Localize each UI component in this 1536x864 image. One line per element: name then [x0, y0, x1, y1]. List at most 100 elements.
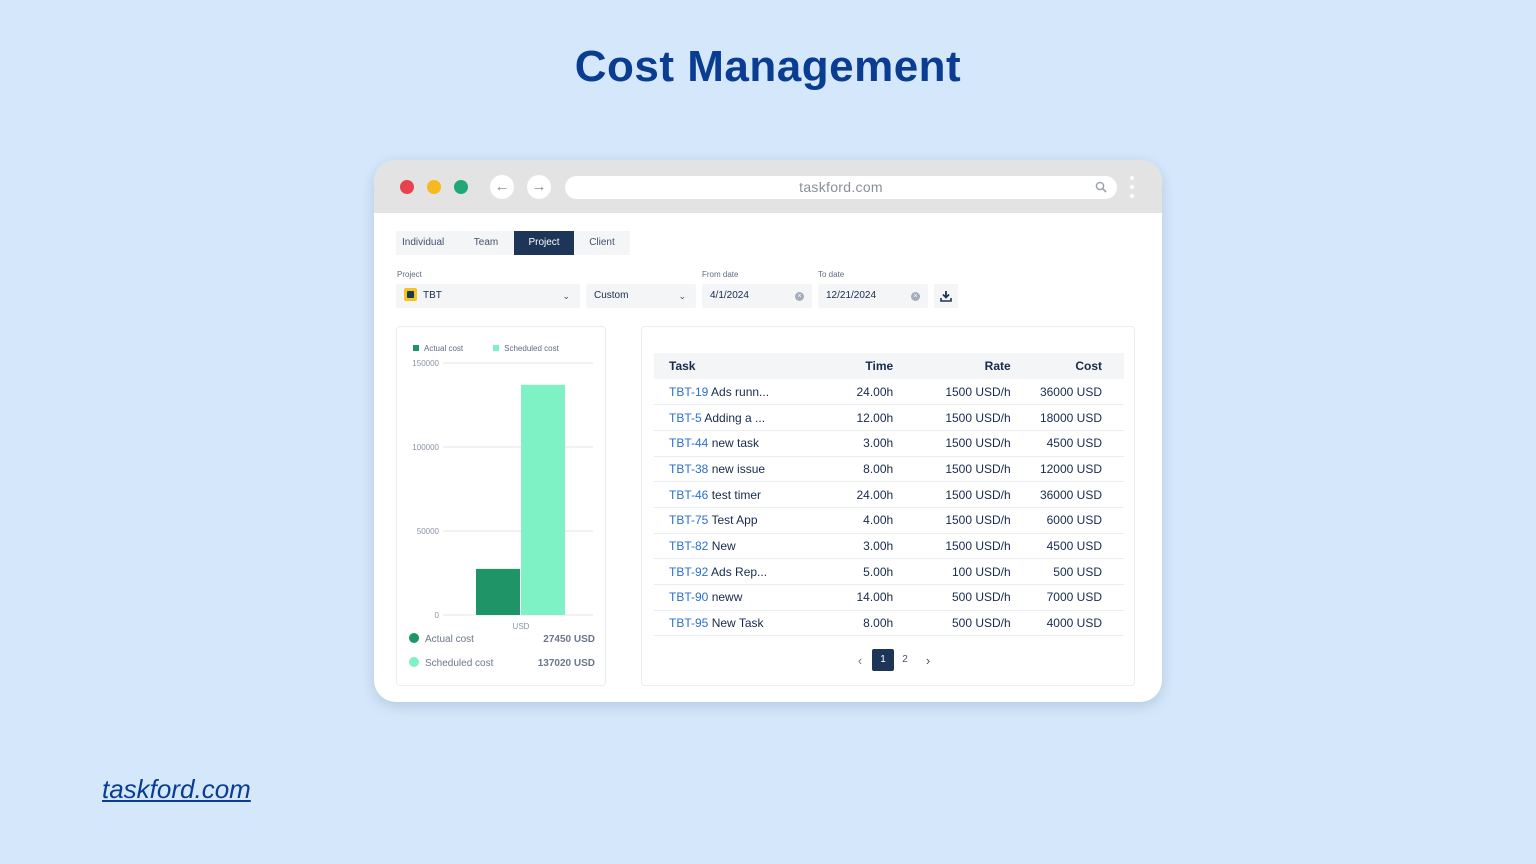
url-bar[interactable]: taskford.com [565, 176, 1117, 199]
summary-scheduled: Scheduled cost 137020 USD [409, 657, 595, 669]
from-date-input[interactable]: 4/1/2024 × [702, 284, 812, 308]
cost-cell: 500 USD [1010, 558, 1124, 585]
time-cell: 8.00h [811, 456, 894, 483]
project-label: Project [397, 270, 422, 279]
minimize-window-dot[interactable] [427, 180, 441, 194]
cost-cell: 4000 USD [1010, 610, 1124, 637]
time-cell: 14.00h [811, 584, 894, 611]
task-name: test timer [711, 487, 762, 502]
task-key-link[interactable]: TBT-19 [669, 384, 709, 399]
summary-actual-label: Actual cost [425, 634, 474, 645]
task-name: Adding a ... [704, 410, 766, 425]
to-date-input[interactable]: 12/21/2024 × [818, 284, 928, 308]
date-range-select[interactable]: Custom ⌄ [586, 284, 696, 308]
task-key-link[interactable]: TBT-44 [669, 436, 709, 451]
chevron-down-icon: ⌄ [678, 291, 686, 301]
task-cell: TBT-95 New Task [654, 610, 812, 637]
task-cell: TBT-46 test timer [654, 481, 812, 508]
close-window-dot[interactable] [400, 180, 414, 194]
time-cell: 3.00h [811, 533, 894, 560]
bar-actual-cost[interactable] [476, 568, 520, 615]
table-row[interactable]: TBT-90 neww 14.00h 500 USD/h 7000 USD [654, 584, 1124, 611]
project-value: TBT [423, 290, 442, 301]
header-rate[interactable]: Rate [984, 359, 1011, 373]
task-name: neww [711, 590, 743, 605]
pagination: ‹ 1 2 › [848, 649, 940, 671]
tab-team[interactable]: Team [473, 237, 499, 248]
kebab-menu-icon[interactable] [1129, 176, 1135, 200]
table-row[interactable]: TBT-46 test timer 24.00h 1500 USD/h 36000 U… [654, 481, 1124, 508]
arrow-right-icon[interactable]: → [527, 175, 551, 199]
tab-client[interactable]: Client [589, 237, 615, 248]
task-key-link[interactable]: TBT-82 [669, 538, 709, 553]
table-row[interactable]: TBT-92 Ads Rep... 5.00h 100 USD/h 500 USD [654, 558, 1124, 585]
maximize-window-dot[interactable] [454, 180, 468, 194]
table-row[interactable]: TBT-95 New Task 8.00h 500 USD/h 4000 USD [654, 610, 1124, 637]
rate-cell: 1500 USD/h [893, 430, 1011, 457]
y-tick-label: 100000 [412, 443, 439, 452]
time-cell: 24.00h [811, 481, 894, 508]
task-cell: TBT-75 Test App [654, 507, 812, 534]
task-name: Ads runn... [711, 384, 770, 399]
task-key-link[interactable]: TBT-92 [669, 564, 709, 579]
arrow-left-icon[interactable]: ← [490, 175, 514, 199]
time-cell: 12.00h [811, 404, 894, 431]
chevron-right-icon[interactable]: › [925, 652, 931, 668]
summary-scheduled-label: Scheduled cost [425, 658, 494, 669]
rate-cell: 1500 USD/h [893, 379, 1011, 406]
rate-cell: 500 USD/h [893, 610, 1011, 637]
table-row[interactable]: TBT-38 new issue 8.00h 1500 USD/h 12000 USD [654, 456, 1124, 483]
tab-individual[interactable]: Individual [402, 237, 445, 248]
table-row[interactable]: TBT-44 new task 3.00h 1500 USD/h 4500 USD [654, 430, 1124, 457]
task-cell: TBT-92 Ads Rep... [654, 558, 812, 585]
clear-icon[interactable]: × [795, 292, 804, 301]
download-icon [940, 291, 952, 302]
header-time[interactable]: Time [865, 359, 894, 373]
task-key-link[interactable]: TBT-95 [669, 616, 709, 631]
bar-scheduled-cost[interactable] [521, 384, 565, 615]
task-cell: TBT-82 New [654, 533, 812, 560]
header-task[interactable]: Task [669, 359, 696, 373]
rate-cell: 100 USD/h [893, 558, 1011, 585]
legend-item-scheduled[interactable]: Scheduled cost [493, 344, 559, 353]
rate-cell: 1500 USD/h [893, 481, 1011, 508]
task-key-link[interactable]: TBT-38 [669, 461, 709, 476]
cost-bar-chart: 150000 100000 50000 0 USD [412, 359, 593, 631]
rate-cell: 500 USD/h [893, 584, 1011, 611]
table-header-row: Task Time Rate Cost [654, 353, 1124, 379]
tab-project[interactable]: Project [514, 231, 574, 255]
time-cell: 3.00h [811, 430, 894, 457]
task-key-link[interactable]: TBT-75 [669, 513, 709, 528]
task-key-link[interactable]: TBT-5 [669, 410, 702, 425]
page-2-button[interactable]: 2 [902, 654, 908, 665]
table-row[interactable]: TBT-82 New 3.00h 1500 USD/h 4500 USD [654, 533, 1124, 560]
from-date-value: 4/1/2024 [710, 290, 749, 301]
task-cell: TBT-19 Ads runn... [654, 379, 812, 406]
download-button[interactable] [934, 284, 958, 308]
cost-cell: 12000 USD [1010, 456, 1124, 483]
report-tabs: Individual Team Project Client [396, 231, 630, 255]
scheduled-dot-icon [409, 657, 419, 668]
header-cost[interactable]: Cost [1075, 359, 1102, 373]
browser-window: ← → taskford.com Individual Team Project… [374, 160, 1162, 702]
task-cell: TBT-5 Adding a ... [654, 404, 812, 431]
table-row[interactable]: TBT-75 Test App 4.00h 1500 USD/h 6000 USD [654, 507, 1124, 534]
table-row[interactable]: TBT-19 Ads runn... 24.00h 1500 USD/h 36000 … [654, 379, 1124, 406]
cost-cell: 18000 USD [1010, 404, 1124, 431]
date-range-value: Custom [594, 290, 629, 301]
footer-link[interactable]: taskford.com [102, 774, 251, 804]
legend-item-actual[interactable]: Actual cost [413, 344, 463, 353]
clear-icon[interactable]: × [911, 292, 920, 301]
table-row[interactable]: TBT-5 Adding a ... 12.00h 1500 USD/h 18000 … [654, 404, 1124, 431]
cost-cell: 36000 USD [1010, 379, 1124, 406]
task-cell: TBT-44 new task [654, 430, 812, 457]
chevron-left-icon[interactable]: ‹ [857, 652, 863, 668]
project-select[interactable]: TBT ⌄ [396, 284, 580, 308]
cost-chart-card: Actual cost Scheduled cost 150000 100000 5… [396, 326, 606, 686]
search-icon[interactable] [1095, 181, 1107, 193]
project-icon [404, 287, 417, 301]
task-key-link[interactable]: TBT-90 [669, 590, 709, 605]
task-key-link[interactable]: TBT-46 [669, 487, 709, 502]
page-1-button[interactable]: 1 [872, 649, 894, 671]
time-cell: 8.00h [811, 610, 894, 637]
